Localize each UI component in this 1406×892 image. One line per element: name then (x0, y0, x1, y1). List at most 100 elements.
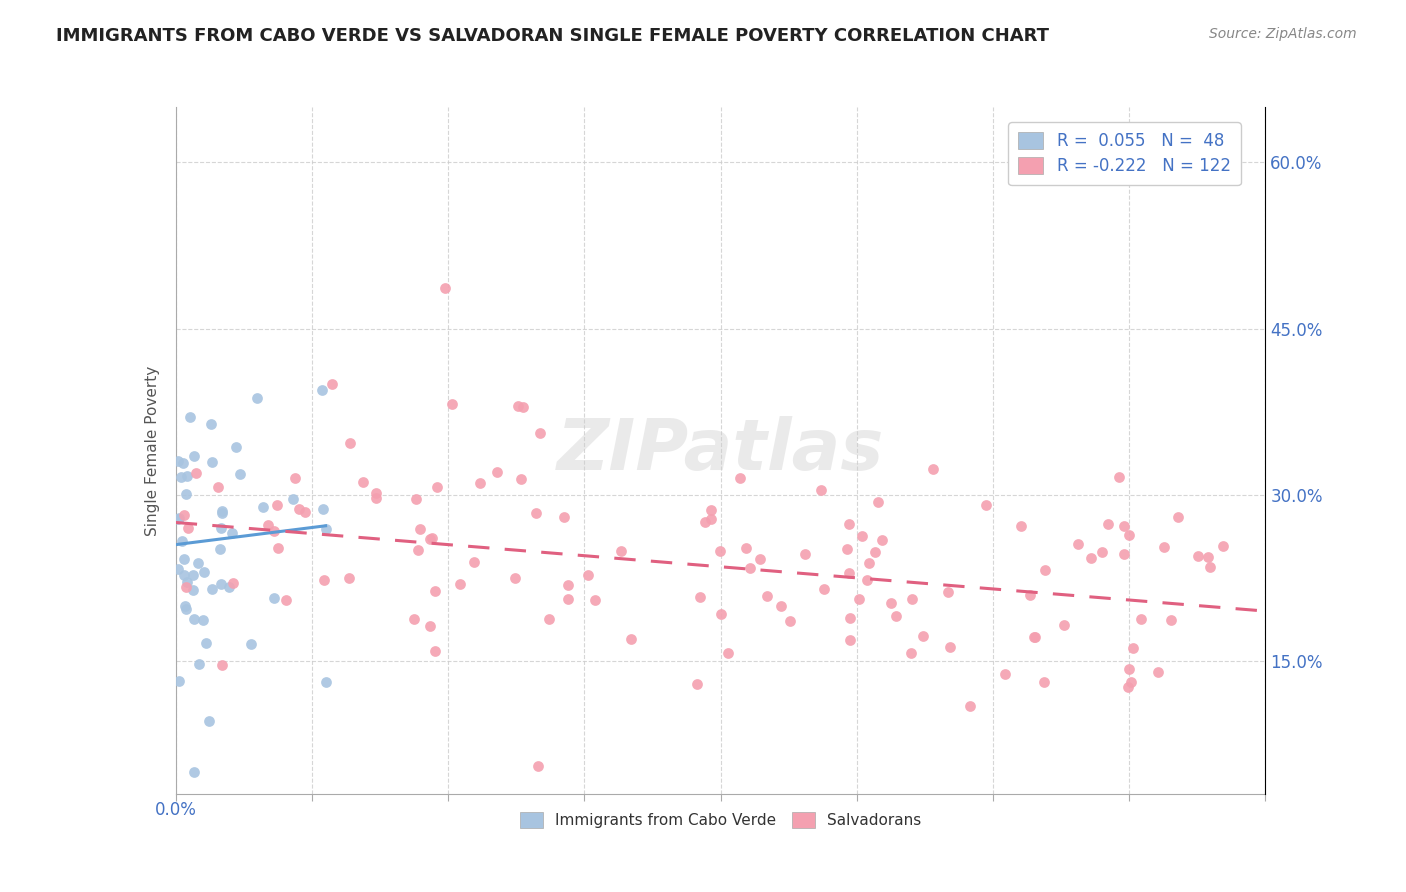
Point (337, 572, 360, 586)
Point (173, 508, 195, 523)
Point (526, 758, 548, 772)
Point (735, 541, 758, 556)
Point (524, 506, 547, 520)
Point (912, 629, 935, 643)
Point (183, 612, 205, 626)
Point (848, 591, 870, 606)
Point (267, 541, 290, 555)
Point (508, 400, 530, 414)
Point (709, 544, 731, 558)
Point (1108, 470, 1130, 484)
Point (1112, 519, 1135, 533)
Point (201, 455, 224, 469)
Point (173, 552, 195, 566)
Point (837, 516, 859, 531)
Point (1024, 631, 1046, 645)
Point (813, 582, 835, 596)
Point (838, 566, 860, 580)
Point (176, 575, 198, 590)
Point (209, 521, 232, 535)
Point (1091, 545, 1114, 559)
Point (423, 644, 446, 658)
Point (263, 591, 285, 605)
Point (1033, 562, 1056, 576)
Point (974, 498, 997, 512)
Point (434, 281, 457, 295)
Point (553, 510, 575, 524)
Point (207, 480, 229, 494)
Point (620, 632, 643, 646)
Point (409, 522, 432, 536)
Text: ZIPatlas: ZIPatlas (557, 416, 884, 485)
Point (174, 487, 197, 501)
Point (193, 565, 215, 579)
Point (200, 417, 222, 432)
Point (184, 466, 207, 480)
Y-axis label: Single Female Poverty: Single Female Poverty (145, 366, 160, 535)
Point (922, 462, 945, 476)
Point (419, 619, 441, 633)
Point (256, 517, 278, 532)
Point (1129, 612, 1152, 626)
Point (314, 574, 336, 588)
Point (510, 472, 533, 486)
Point (170, 469, 193, 483)
Legend: Immigrants from Cabo Verde, Salvadorans: Immigrants from Cabo Verde, Salvadorans (515, 806, 927, 834)
Point (1022, 630, 1045, 644)
Point (183, 764, 205, 779)
Point (423, 583, 446, 598)
Point (838, 610, 860, 624)
Point (529, 425, 551, 440)
Point (749, 552, 772, 566)
Point (183, 449, 205, 463)
Point (994, 666, 1017, 681)
Point (174, 580, 197, 594)
Point (900, 591, 922, 606)
Point (810, 483, 832, 497)
Point (284, 471, 307, 485)
Point (167, 510, 190, 524)
Point (1033, 675, 1056, 690)
Point (1147, 665, 1170, 679)
Point (717, 646, 740, 660)
Point (209, 576, 232, 591)
Point (866, 495, 889, 509)
Point (420, 531, 443, 545)
Point (211, 658, 233, 673)
Text: 0.0%: 0.0% (155, 801, 197, 819)
Point (283, 492, 305, 507)
Point (294, 505, 316, 519)
Point (856, 574, 879, 588)
Point (1122, 640, 1144, 655)
Point (167, 512, 190, 526)
Point (266, 498, 288, 512)
Point (1097, 516, 1119, 531)
Point (755, 589, 778, 603)
Point (229, 467, 252, 482)
Point (173, 568, 195, 582)
Point (936, 585, 959, 599)
Point (181, 567, 204, 582)
Point (486, 465, 509, 479)
Point (187, 556, 209, 570)
Point (610, 544, 633, 558)
Point (193, 613, 215, 627)
Point (225, 440, 247, 454)
Point (172, 456, 194, 470)
Point (221, 526, 243, 541)
Point (419, 533, 441, 547)
Point (837, 541, 859, 556)
Point (402, 611, 425, 625)
Point (1187, 549, 1209, 563)
Point (366, 485, 388, 500)
Point (1114, 548, 1136, 562)
Point (738, 561, 761, 575)
Point (1118, 527, 1140, 541)
Point (959, 699, 981, 714)
Point (174, 601, 197, 615)
Point (1116, 680, 1139, 694)
Point (311, 383, 333, 397)
Point (352, 475, 374, 489)
Point (900, 646, 922, 660)
Point (274, 593, 297, 607)
